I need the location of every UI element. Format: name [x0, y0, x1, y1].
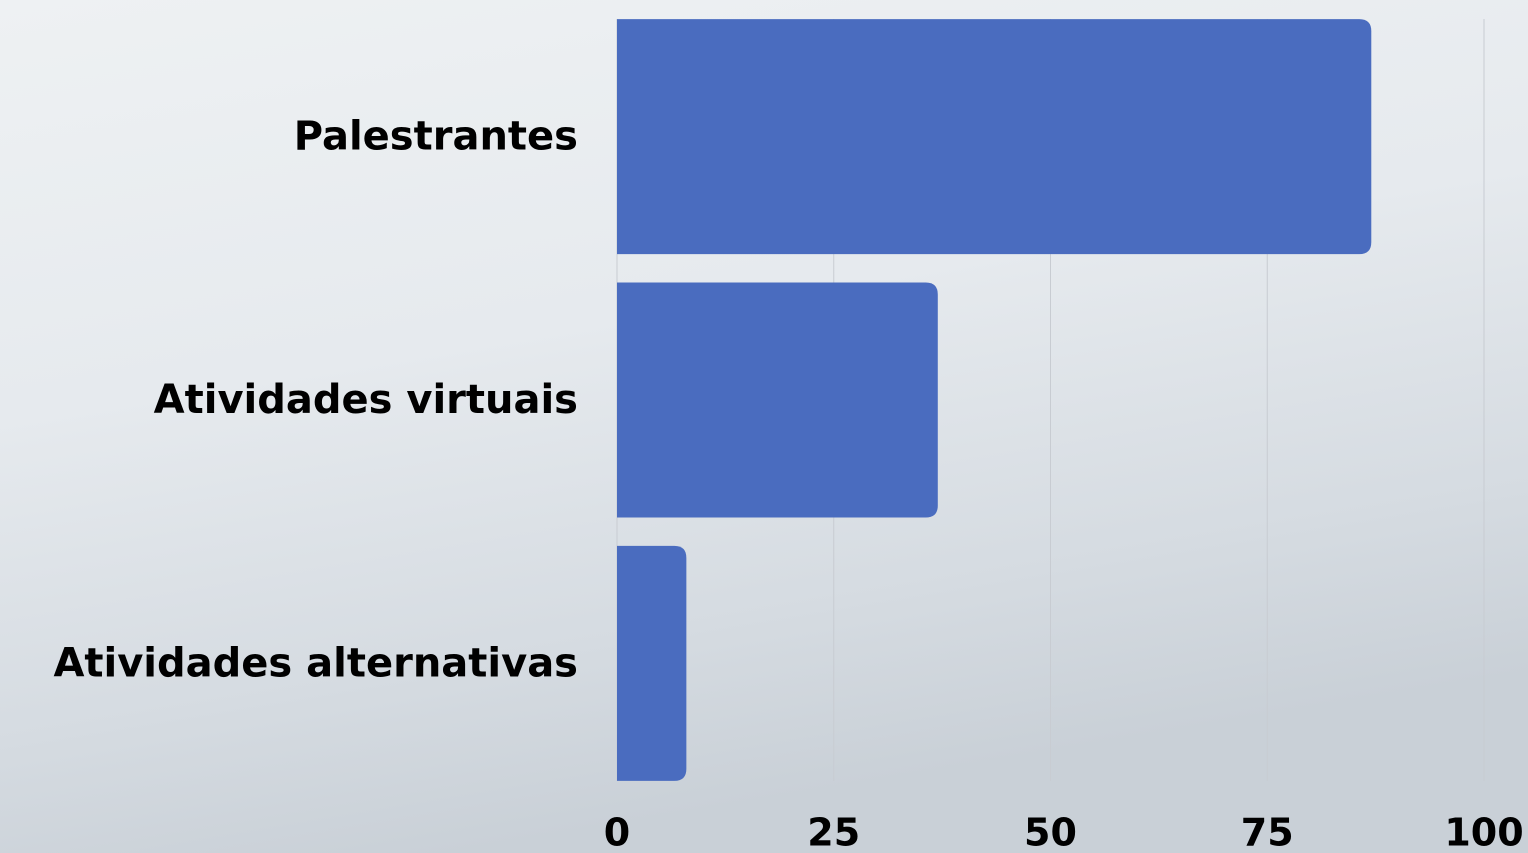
x-tick-label: 100 — [1444, 811, 1523, 853]
x-tick-label: 0 — [604, 811, 630, 853]
bar — [617, 283, 938, 518]
x-tick-label: 75 — [1241, 811, 1294, 853]
bar — [617, 546, 686, 781]
x-tick-label: 50 — [1024, 811, 1077, 853]
y-tick-label: Palestrantes — [294, 114, 578, 160]
page: {"chart_data": {"type": "barh", "categor… — [0, 0, 1528, 853]
x-tick-label: 25 — [807, 811, 860, 853]
chart: 0 25 50 75 100 Palestrantes Atividades virtuai… — [0, 0, 1528, 853]
y-tick-label: Atividades alternativas — [53, 640, 578, 686]
y-tick-label: Atividades virtuais — [154, 377, 578, 423]
bar — [617, 19, 1371, 254]
